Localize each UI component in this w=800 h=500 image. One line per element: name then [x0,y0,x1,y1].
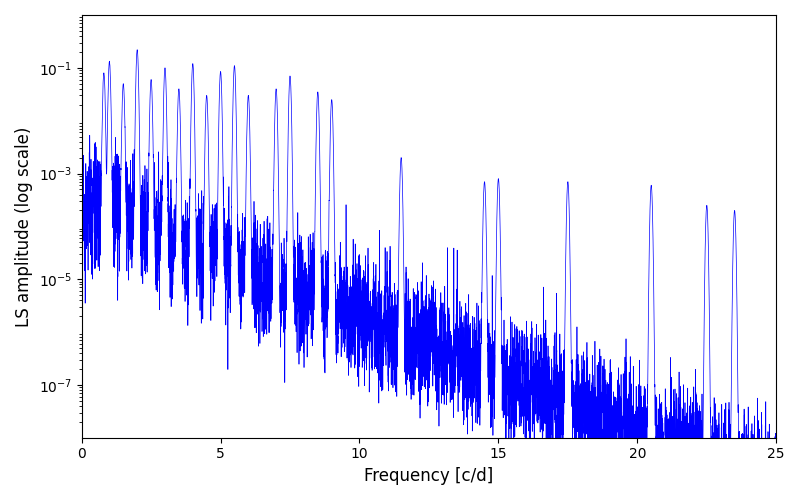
Y-axis label: LS amplitude (log scale): LS amplitude (log scale) [15,126,33,326]
X-axis label: Frequency [c/d]: Frequency [c/d] [364,467,494,485]
